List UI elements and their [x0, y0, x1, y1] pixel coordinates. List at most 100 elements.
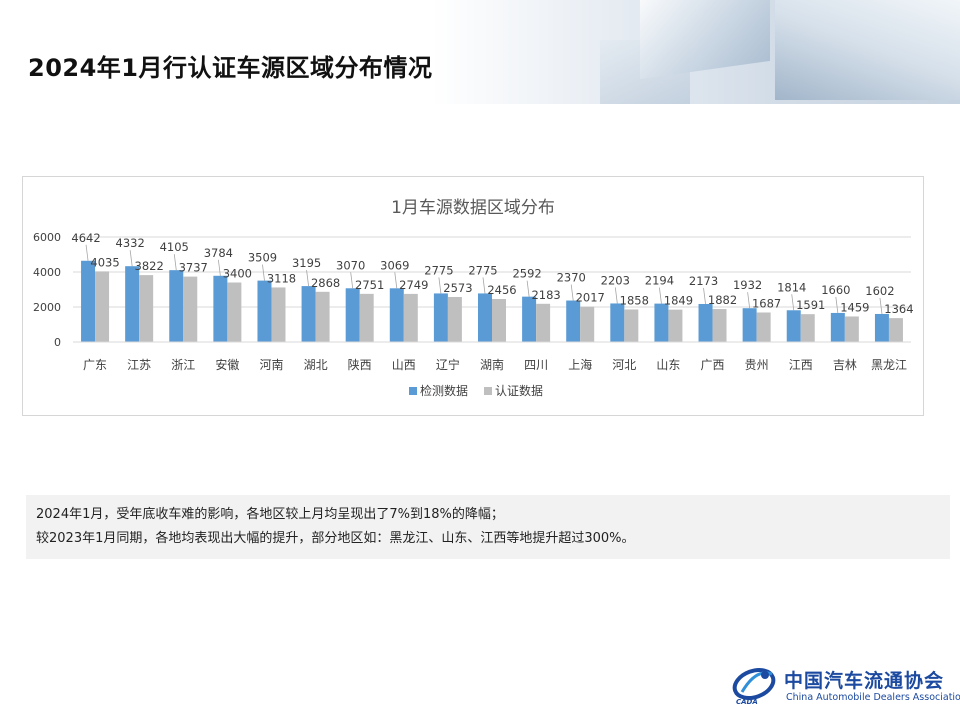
data-label-leader [173, 254, 177, 271]
data-label-leader [835, 296, 839, 313]
header-decoration [640, 0, 770, 80]
x-tick-label: 陕西 [348, 357, 372, 372]
x-tick-label: 山东 [656, 358, 680, 372]
x-tick-label: 江苏 [127, 358, 151, 372]
x-tick-label: 湖南 [480, 357, 504, 372]
legend-swatch [484, 387, 492, 395]
bar-certified [271, 287, 286, 342]
bar-detect [125, 266, 140, 342]
bar-certified [403, 293, 418, 342]
data-label-leader [350, 272, 354, 289]
data-label: 1687 [752, 296, 781, 310]
data-label: 3195 [292, 256, 321, 270]
bar-certified [227, 282, 242, 342]
data-label: 2370 [557, 271, 586, 285]
data-label: 3069 [380, 258, 409, 272]
bar-certified [447, 296, 462, 342]
y-tick-label: 0 [54, 336, 61, 349]
data-label: 1849 [664, 294, 693, 308]
bar-certified [888, 318, 903, 342]
data-label: 2749 [399, 278, 428, 292]
x-tick-label: 贵州 [745, 358, 769, 372]
bar-certified [624, 309, 639, 342]
logo-abbreviation: CADA [736, 698, 758, 706]
data-label: 2775 [424, 263, 453, 277]
data-label: 2183 [531, 288, 560, 302]
logo-name-en: China Automobile Dealers Association [786, 692, 960, 703]
data-label: 1602 [865, 284, 894, 298]
x-tick-label: 安徽 [215, 357, 239, 372]
data-label-leader [526, 280, 530, 297]
data-label-leader [85, 244, 89, 261]
data-label-leader [306, 270, 309, 287]
bar-certified [315, 291, 330, 342]
bar-detect [213, 275, 228, 342]
data-label: 2203 [601, 273, 630, 287]
data-label: 2194 [645, 274, 674, 288]
bar-detect [169, 270, 184, 342]
x-tick-label: 辽宁 [436, 357, 460, 372]
data-label: 2573 [443, 281, 472, 295]
data-label: 2868 [311, 276, 340, 290]
bar-detect [610, 303, 625, 342]
data-label-leader [570, 284, 574, 301]
bar-certified [492, 299, 506, 342]
page-title: 2024年1月行认证车源区域分布情况 [28, 54, 433, 82]
x-tick-label: 浙江 [171, 358, 195, 372]
y-tick-label: 2000 [33, 301, 61, 314]
data-label-leader [703, 287, 706, 305]
bar-certified [756, 312, 771, 342]
notes-panel: 2024年1月，受年底收车难的影响，各地区较上月均呈现出了7%到18%的降幅； … [26, 495, 950, 559]
bar-detect [786, 310, 801, 342]
data-label: 1814 [777, 280, 806, 294]
data-label-leader [438, 277, 442, 294]
data-label: 1858 [620, 293, 649, 307]
data-label: 3070 [336, 258, 365, 272]
bar-certified [139, 275, 154, 342]
data-label: 3400 [223, 267, 252, 281]
bar-detect [433, 293, 448, 342]
data-label: 2592 [512, 267, 541, 281]
data-label: 2775 [468, 263, 497, 277]
chart-title: 1月车源数据区域分布 [391, 198, 555, 218]
data-label: 1660 [821, 283, 850, 297]
data-label-leader [747, 292, 751, 309]
bar-detect [345, 288, 360, 342]
data-label: 1591 [796, 298, 825, 312]
data-label: 1882 [708, 293, 737, 307]
bar-detect [301, 286, 316, 342]
data-label: 2456 [487, 283, 516, 297]
x-tick-label: 黑龙江 [871, 358, 907, 372]
data-label: 2017 [576, 291, 605, 305]
data-label-leader [394, 272, 398, 289]
y-tick-label: 6000 [33, 231, 61, 244]
bar-certified [668, 309, 683, 342]
bar-detect [654, 303, 669, 342]
header-decoration [775, 0, 960, 100]
data-label-leader [614, 287, 618, 304]
note-line: 较2023年1月同期，各地均表现出大幅的提升，部分地区如：黑龙江、山东、江西等地… [36, 531, 635, 546]
bar-certified [95, 271, 110, 342]
x-tick-label: 吉林 [833, 358, 857, 372]
x-tick-label: 上海 [568, 357, 592, 372]
data-label: 2173 [689, 274, 718, 288]
bar-detect [522, 296, 537, 342]
x-tick-label: 湖北 [304, 357, 328, 372]
x-tick-label: 河南 [259, 357, 283, 372]
y-tick-label: 4000 [33, 266, 61, 279]
bar-detect [874, 313, 889, 342]
bar-detect [566, 300, 581, 342]
data-label-leader [217, 259, 221, 276]
data-label: 2751 [355, 278, 384, 292]
data-label: 4105 [160, 240, 189, 254]
data-label: 4035 [90, 255, 119, 269]
x-tick-label: 四川 [524, 358, 548, 372]
x-tick-label: 山西 [392, 358, 416, 372]
bar-certified [536, 303, 551, 342]
data-label: 4332 [116, 236, 145, 250]
data-label-leader [129, 250, 133, 267]
data-label-leader [262, 264, 265, 281]
association-logo: CADA 中国汽车流通协会 China Automobile Dealers A… [732, 662, 960, 710]
bar-detect [81, 260, 96, 342]
logo-name-cn: 中国汽车流通协会 [784, 670, 945, 692]
